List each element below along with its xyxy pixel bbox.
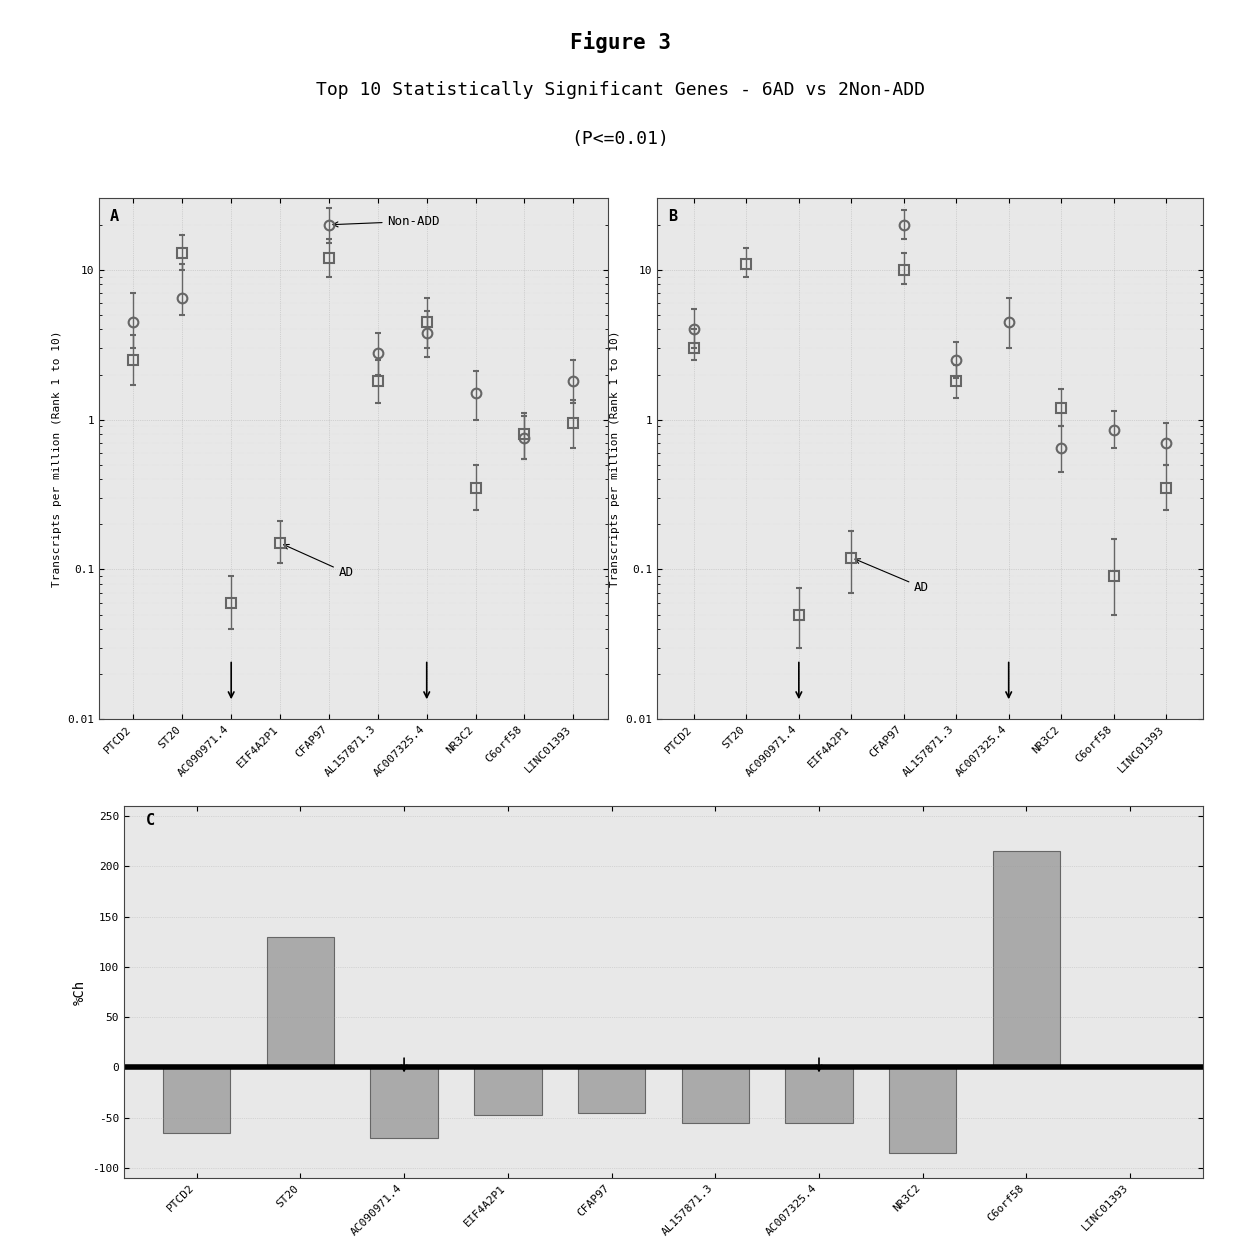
Bar (889, 1068, 956, 1153)
Y-axis label: Transcripts per million (Rank 1 to 10): Transcripts per million (Rank 1 to 10) (52, 331, 62, 587)
Text: AD: AD (284, 544, 353, 579)
Bar (785, 1068, 853, 1122)
Text: Figure 3: Figure 3 (569, 31, 671, 53)
Bar (682, 1068, 749, 1122)
Y-axis label: Transcripts per million (Rank 1 to 10): Transcripts per million (Rank 1 to 10) (610, 331, 620, 587)
Bar (578, 1068, 645, 1112)
Text: C: C (145, 813, 155, 828)
Text: B: B (668, 208, 677, 223)
Text: (P<=0.01): (P<=0.01) (572, 130, 668, 149)
Text: A: A (109, 208, 119, 223)
Bar (474, 1068, 542, 1115)
Text: Top 10 Statistically Significant Genes - 6AD vs 2Non-ADD: Top 10 Statistically Significant Genes -… (315, 81, 925, 99)
Bar (993, 851, 1060, 1068)
Bar (267, 936, 334, 1068)
Y-axis label: %Ch: %Ch (73, 980, 87, 1004)
Text: AD: AD (856, 559, 929, 594)
Bar (162, 1068, 231, 1133)
Bar (371, 1068, 438, 1138)
Text: Non-ADD: Non-ADD (334, 215, 440, 228)
